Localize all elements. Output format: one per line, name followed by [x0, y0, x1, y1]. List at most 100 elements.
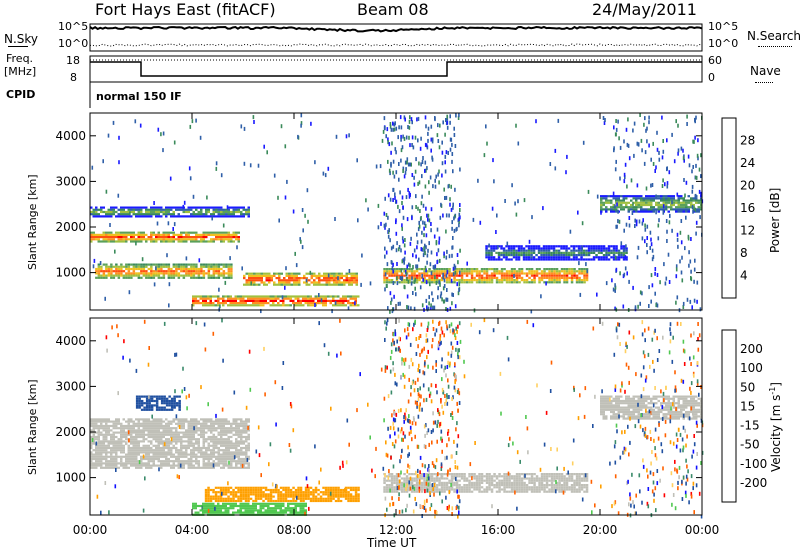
heatmap-cell [635, 210, 638, 213]
heatmap-cell [410, 479, 414, 482]
scatter-cell [414, 135, 417, 140]
heatmap-cell [428, 486, 431, 489]
heatmap-cell [105, 236, 108, 239]
heatmap-cell [262, 297, 265, 300]
heatmap-cell [127, 433, 130, 436]
scatter-cell [215, 166, 218, 171]
heatmap-cell [450, 481, 454, 484]
scatter-cell [425, 143, 428, 148]
scatter-cell [410, 306, 412, 311]
scatter-cell [427, 213, 430, 218]
heatmap-cell [202, 272, 206, 275]
scatter-cell [695, 175, 698, 180]
heatmap-cell [600, 208, 603, 211]
heatmap-cell [395, 475, 399, 478]
scatter-cell [411, 276, 413, 281]
scatter-cell [383, 223, 386, 228]
scatter-cell [483, 153, 486, 158]
heatmap-cell [195, 446, 198, 450]
heatmap-cell [90, 453, 93, 456]
heatmap-cell [500, 276, 504, 279]
heatmap-cell [125, 272, 128, 275]
scatter-cell [384, 254, 386, 259]
heatmap-cell [200, 272, 203, 275]
heatmap-cell [682, 203, 685, 207]
heatmap-cell [690, 199, 693, 202]
heatmap-cell [102, 444, 105, 447]
heatmap-cell [97, 440, 100, 443]
heatmap-cell [235, 429, 238, 432]
heatmap-cell [92, 431, 95, 434]
heatmap-cell [657, 206, 660, 209]
heatmap-cell [235, 464, 238, 467]
heatmap-cell [225, 208, 228, 211]
heatmap-cell [304, 297, 307, 300]
heatmap-cell [230, 236, 233, 239]
heatmap-cell [190, 435, 193, 439]
scatter-cell [615, 224, 617, 229]
heatmap-cell [528, 272, 531, 275]
heatmap-cell [195, 455, 198, 458]
heatmap-cell [660, 206, 663, 209]
scatter-cell [632, 285, 634, 290]
heatmap-cell [207, 206, 210, 209]
scatter-cell [620, 241, 623, 246]
heatmap-cell [100, 462, 103, 465]
heatmap-cell [217, 276, 221, 279]
heatmap-cell [453, 475, 456, 478]
heatmap-cell [425, 486, 429, 489]
scatter-cell [458, 223, 460, 228]
heatmap-cell [120, 438, 123, 441]
heatmap-cell [227, 422, 230, 425]
heatmap-cell [565, 279, 569, 282]
scatter-cell [324, 173, 327, 178]
scatter-cell [540, 294, 542, 299]
heatmap-cell [145, 240, 148, 243]
heatmap-cell [620, 251, 623, 254]
scatter-cell [416, 117, 418, 122]
scatter-cell [628, 223, 631, 228]
heatmap-cell [200, 276, 203, 279]
heatmap-cell [165, 424, 168, 428]
heatmap-cell [542, 258, 546, 261]
heatmap-cell [622, 258, 626, 261]
heatmap-cell [175, 208, 178, 211]
heatmap-cell [137, 206, 140, 209]
heatmap-cell [498, 272, 501, 275]
heatmap-cell [112, 240, 115, 243]
heatmap-cell [500, 254, 503, 257]
heatmap-cell [540, 486, 544, 489]
heatmap-cell [217, 427, 220, 430]
heatmap-cell [100, 460, 103, 463]
heatmap-cell [263, 272, 266, 275]
scatter-cell [386, 127, 389, 132]
heatmap-cell [100, 276, 103, 279]
heatmap-cell [190, 442, 193, 445]
heatmap-cell [232, 429, 235, 432]
heatmap-cell [428, 484, 431, 487]
heatmap-cell [520, 486, 524, 489]
heatmap-cell [239, 299, 242, 302]
heatmap-cell [255, 274, 258, 277]
heatmap-cell [518, 484, 521, 487]
heatmap-cell [235, 446, 238, 450]
heatmap-cell [299, 299, 302, 302]
heatmap-cell [505, 254, 508, 257]
scatter-cell [458, 288, 460, 292]
heatmap-cell [162, 460, 165, 463]
scatter-cell [643, 122, 645, 127]
heatmap-cell [393, 477, 396, 480]
heatmap-cell [217, 433, 220, 436]
heatmap-cell [222, 208, 225, 211]
heatmap-cell [180, 263, 183, 266]
heatmap-cell [665, 195, 668, 198]
heatmap-cell [620, 256, 623, 259]
heatmap-cell [675, 208, 678, 211]
heatmap-cell [202, 299, 205, 302]
heatmap-cell [170, 208, 173, 211]
heatmap-cell [115, 272, 118, 275]
heatmap-cell [110, 215, 113, 218]
heatmap-cell [247, 215, 250, 218]
heatmap-cell [503, 479, 506, 482]
heatmap-cell [553, 279, 556, 282]
